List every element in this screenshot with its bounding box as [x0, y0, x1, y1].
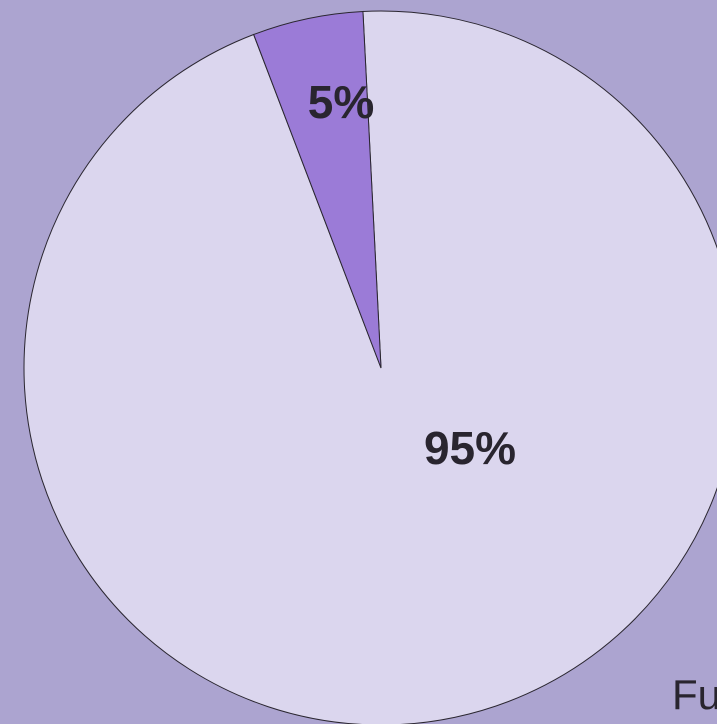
annotation: Fu: [672, 671, 717, 718]
pie-slice: [252, 10, 382, 369]
pie: [23, 10, 717, 724]
slice-label: 5%: [308, 76, 374, 128]
slice-label: 95%: [424, 422, 516, 474]
pie-slice: [23, 10, 717, 724]
